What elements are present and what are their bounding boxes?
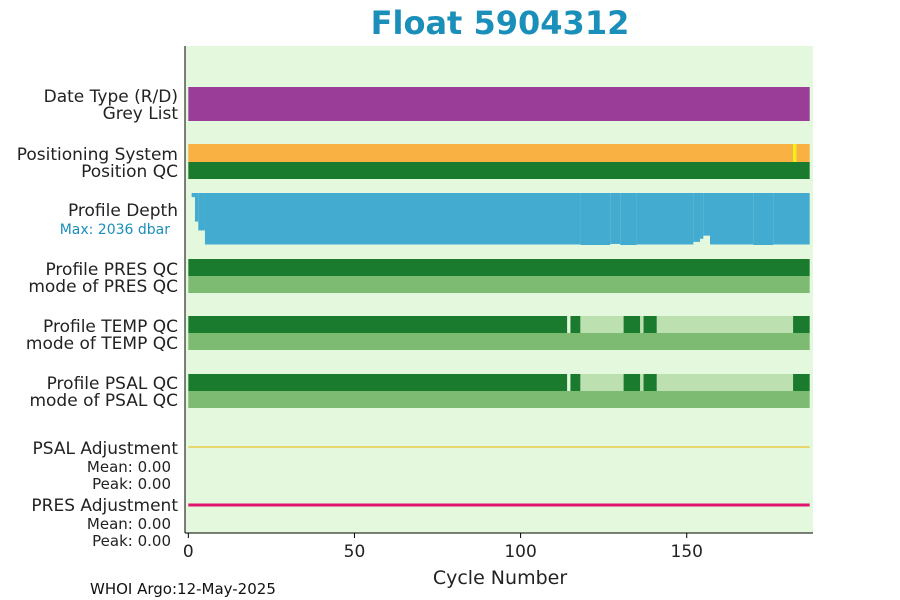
profile-psal-qc-segment bbox=[623, 374, 641, 391]
profile-depth-bar bbox=[194, 193, 199, 222]
label-position-qc: Position QC bbox=[81, 162, 178, 182]
profile-depth-bar bbox=[610, 193, 621, 244]
x-tick-label: 100 bbox=[504, 542, 536, 562]
mode-temp-qc-bar bbox=[188, 333, 810, 350]
profile-temp-qc-segment bbox=[580, 316, 624, 333]
label-psal-mean: Mean: 0.00 bbox=[87, 458, 171, 476]
profile-depth-bar bbox=[620, 193, 637, 245]
profile-psal-qc-segment bbox=[793, 374, 810, 391]
footer-credit: WHOI Argo:12-May-2025 bbox=[90, 580, 276, 598]
profile-psal-qc-segment bbox=[656, 374, 794, 391]
x-tick-label: 0 bbox=[183, 542, 194, 562]
label-date-type: Date Type (R/D) bbox=[44, 87, 178, 107]
label-profile-temp-qc: Profile TEMP QC bbox=[43, 317, 178, 337]
position-qc-bar bbox=[188, 162, 810, 179]
x-axis-label: Cycle Number bbox=[433, 567, 567, 589]
label-pres-mean: Mean: 0.00 bbox=[87, 515, 171, 533]
profile-pres-qc-bar bbox=[188, 259, 810, 276]
chart-title: Float 5904312 bbox=[371, 4, 630, 42]
label-mode-temp-qc: mode of TEMP QC bbox=[26, 334, 178, 354]
positioning-system-marker bbox=[793, 144, 797, 162]
profile-depth-bar bbox=[703, 193, 710, 236]
mode-pres-qc-bar bbox=[188, 276, 810, 293]
profile-depth-bar bbox=[709, 193, 754, 245]
chart-marks bbox=[188, 87, 810, 507]
label-mode-psal-qc: mode of PSAL QC bbox=[29, 391, 178, 411]
profile-temp-qc-segment bbox=[793, 316, 810, 333]
profile-temp-qc-segment bbox=[656, 316, 794, 333]
label-profile-depth-max: Max: 2036 dbar bbox=[60, 222, 171, 238]
label-positioning-system: Positioning System bbox=[17, 145, 178, 165]
profile-temp-qc-segment bbox=[188, 316, 568, 333]
profile-depth-bar bbox=[636, 193, 694, 245]
profile-temp-qc-segment bbox=[623, 316, 641, 333]
label-mode-pres-qc: mode of PRES QC bbox=[28, 277, 178, 297]
profile-psal-qc-segment bbox=[640, 374, 644, 391]
profile-depth-bar bbox=[773, 193, 810, 245]
profile-depth-bar bbox=[753, 193, 774, 245]
profile-depth-bar bbox=[191, 193, 195, 198]
profile-psal-qc-segment bbox=[188, 374, 568, 391]
profile-temp-qc-segment bbox=[640, 316, 644, 333]
x-tick-label: 150 bbox=[671, 542, 703, 562]
date-type-bar bbox=[188, 87, 810, 121]
profile-depth-bar bbox=[693, 193, 701, 242]
profile-temp-qc-segment bbox=[570, 316, 581, 333]
positioning-system-bar bbox=[188, 144, 810, 162]
label-profile-psal-qc: Profile PSAL QC bbox=[47, 374, 178, 394]
label-psal-peak: Peak: 0.00 bbox=[92, 475, 171, 493]
x-axis-ticks: 0 50 100 150 bbox=[183, 533, 703, 562]
profile-depth-bar bbox=[204, 193, 581, 245]
profile-temp-qc-segment bbox=[643, 316, 657, 333]
label-pres-peak: Peak: 0.00 bbox=[92, 532, 171, 550]
label-psal-adjustment: PSAL Adjustment bbox=[33, 439, 179, 459]
profile-psal-qc-segment bbox=[643, 374, 657, 391]
profile-psal-qc-segment bbox=[580, 374, 624, 391]
mode-psal-qc-bar bbox=[188, 391, 810, 408]
profile-psal-qc-segment bbox=[570, 374, 581, 391]
x-tick-label: 50 bbox=[344, 542, 366, 562]
profile-depth-bar bbox=[700, 193, 704, 239]
label-profile-depth: Profile Depth bbox=[68, 201, 178, 221]
label-grey-list: Grey List bbox=[103, 104, 179, 124]
profile-depth-bar bbox=[580, 193, 611, 245]
profile-depth-bar bbox=[198, 193, 205, 231]
label-profile-pres-qc: Profile PRES QC bbox=[45, 260, 178, 280]
label-pres-adjustment: PRES Adjustment bbox=[31, 496, 178, 516]
